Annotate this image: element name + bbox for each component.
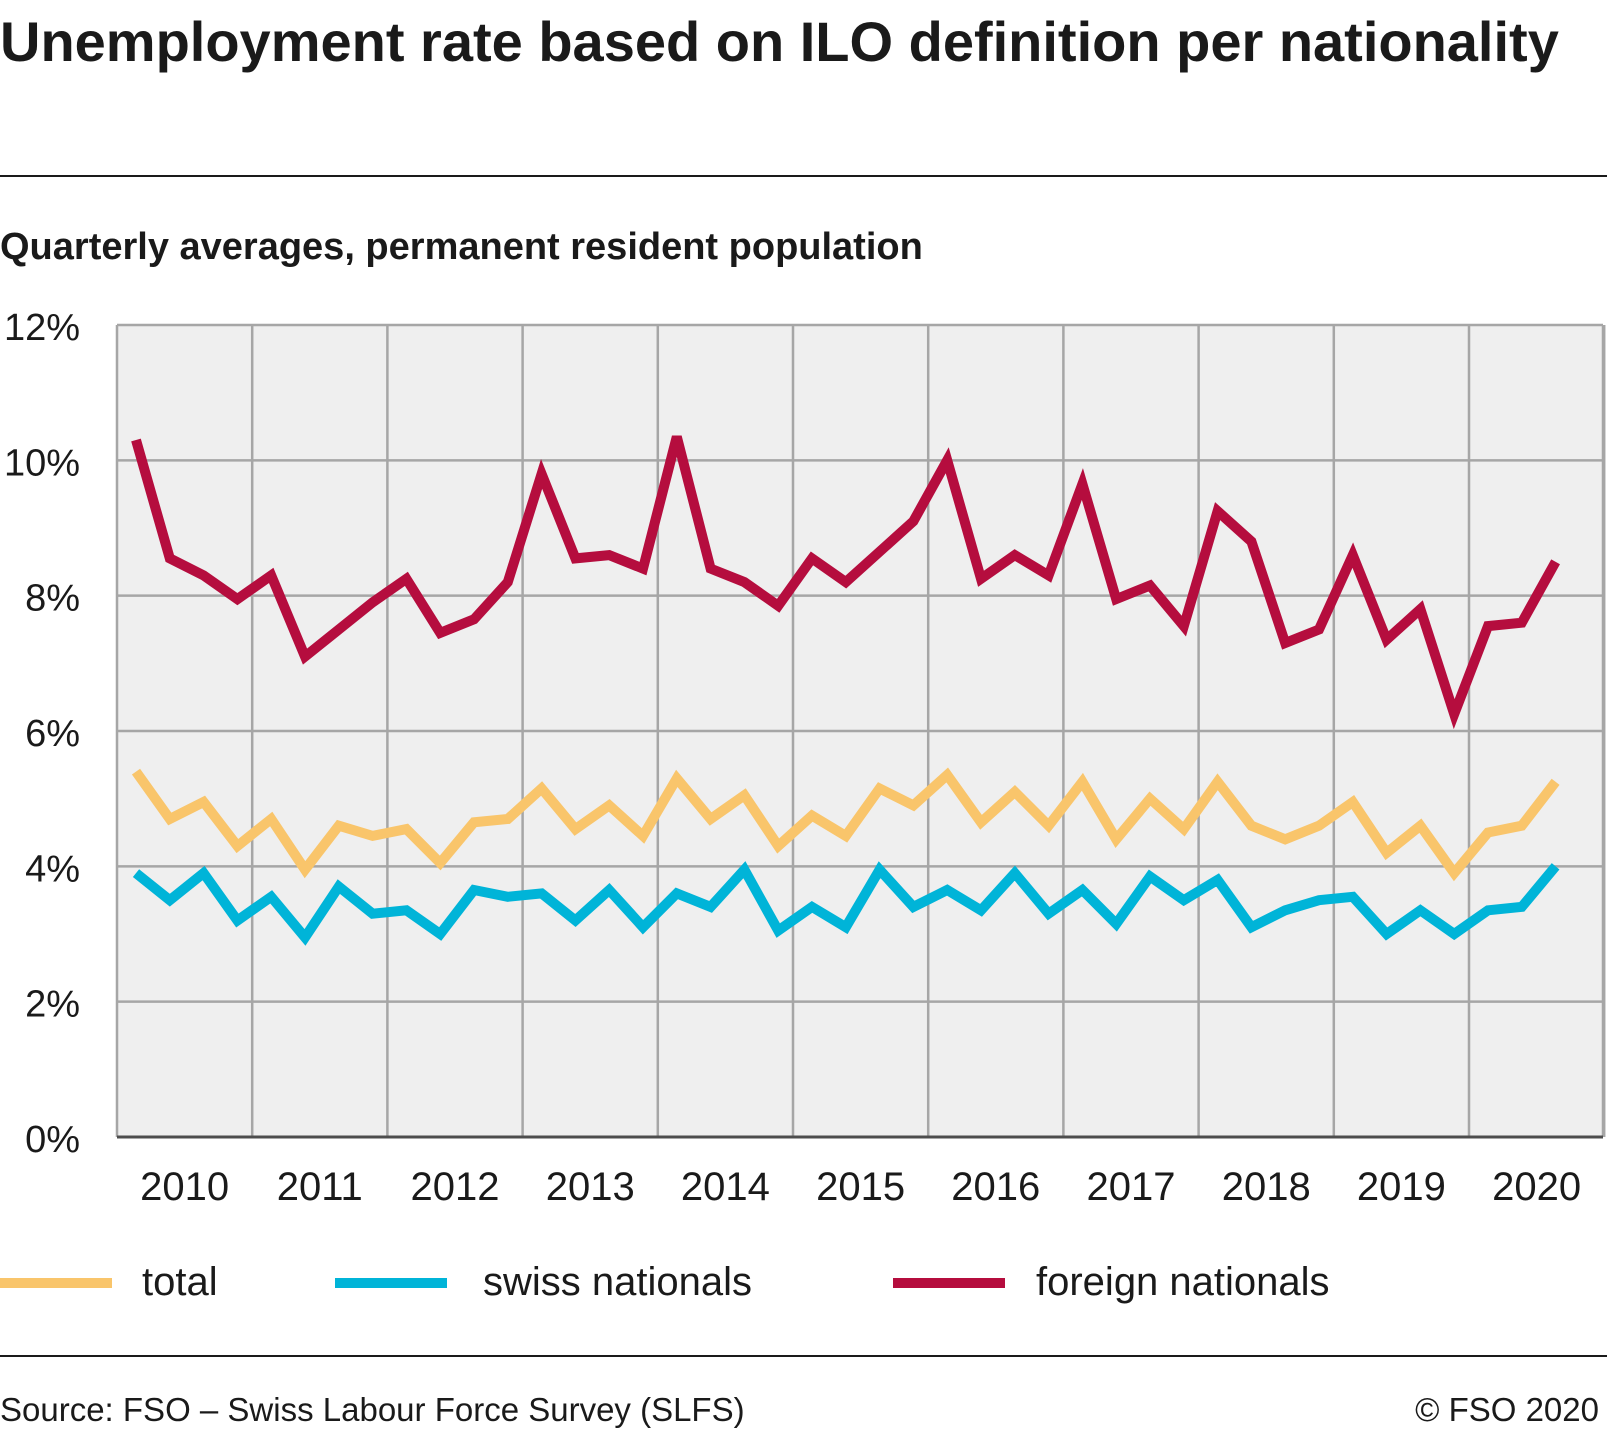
footer-divider	[0, 1355, 1607, 1357]
legend-swatch-swiss-nationals	[335, 1278, 447, 1288]
series-line-swiss-nationals	[132, 861, 1560, 946]
x-tick-label: 2010	[140, 1165, 229, 1209]
y-tick-label: 4%	[25, 848, 80, 890]
y-tick-label: 6%	[25, 713, 80, 755]
legend-label-swiss-nationals: swiss nationals	[483, 1260, 753, 1304]
copyright-note: © FSO 2020	[1415, 1391, 1599, 1428]
legend-label-total: total	[142, 1260, 218, 1304]
line-chart: 0% 2% 4% 6% 8% 10% 12% 2010 2011 2012 2013 2014 2015…	[4, 307, 1606, 1209]
y-tick-label: 12%	[4, 307, 80, 349]
y-tick-label: 8%	[25, 578, 80, 620]
series-line-foreign-nationals	[131, 435, 1560, 730]
y-tick-label: 10%	[4, 442, 80, 484]
legend-swatch-total	[0, 1278, 112, 1288]
title-divider	[0, 175, 1607, 177]
x-tick-label: 2018	[1222, 1165, 1311, 1209]
source-note: Source: FSO – Swiss Labour Force Survey …	[0, 1391, 745, 1428]
x-tick-label: 2011	[277, 1165, 363, 1209]
x-tick-label: 2020	[1492, 1165, 1581, 1209]
x-tick-label: 2013	[546, 1165, 635, 1209]
x-tick-label: 2015	[816, 1165, 905, 1209]
x-tick-label: 2019	[1357, 1165, 1446, 1209]
chart-legend: total swiss nationals foreign nationals	[0, 1252, 1607, 1312]
x-tick-label: 2017	[1087, 1165, 1176, 1209]
chart-subtitle: Quarterly averages, permanent resident p…	[0, 226, 923, 268]
x-tick-label: 2016	[951, 1165, 1040, 1209]
x-tick-label: 2012	[411, 1165, 500, 1209]
x-tick-label: 2014	[681, 1165, 770, 1209]
legend-swatch-foreign-nationals	[893, 1278, 1005, 1288]
series-line-total	[131, 767, 1560, 882]
chart-title: Unemployment rate based on ILO definitio…	[0, 10, 1559, 73]
y-tick-label: 2%	[25, 984, 80, 1026]
y-tick-label: 0%	[25, 1119, 80, 1161]
legend-label-foreign-nationals: foreign nationals	[1036, 1260, 1330, 1304]
